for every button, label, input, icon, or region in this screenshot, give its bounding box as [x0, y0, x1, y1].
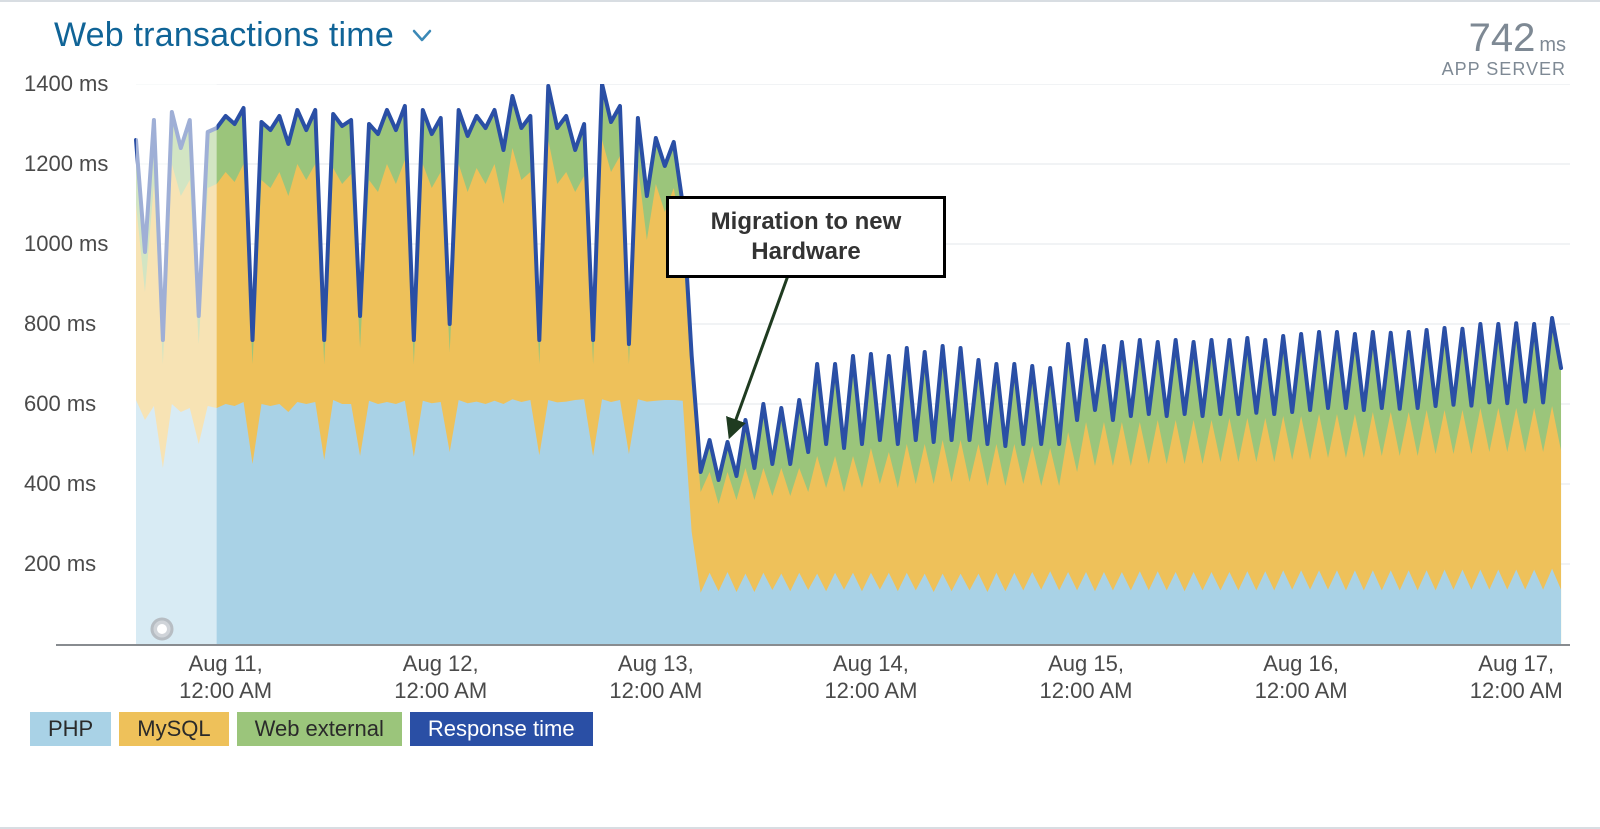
inactive-range-overlay	[136, 84, 217, 644]
plot-wrap	[30, 84, 1570, 646]
legend-item-mysql[interactable]: MySQL	[119, 712, 228, 746]
x-tick-label: Aug 13,12:00 AM	[576, 650, 736, 705]
chart-header: Web transactions time 742ms APP SERVER	[0, 16, 1600, 80]
chart-title: Web transactions time	[54, 16, 394, 55]
kpi-sublabel: APP SERVER	[1442, 60, 1566, 80]
legend: PHPMySQL Web externalResponse time	[30, 712, 1600, 746]
plot-svg[interactable]	[30, 84, 1570, 646]
x-tick-label: Aug 17,12:00 AM	[1436, 650, 1596, 705]
chart-title-dropdown[interactable]: Web transactions time	[54, 16, 432, 55]
legend-item-web-external[interactable]: Web external	[237, 712, 402, 746]
x-tick-label: Aug 14,12:00 AM	[791, 650, 951, 705]
x-tick-label: Aug 11,12:00 AM	[146, 650, 306, 705]
legend-item-response-time[interactable]: Response time	[410, 712, 593, 746]
annotation-box: Migration to new Hardware	[666, 196, 946, 278]
kpi-unit: ms	[1539, 34, 1566, 56]
chart-panel: Web transactions time 742ms APP SERVER 2…	[0, 0, 1600, 829]
x-tick-label: Aug 12,12:00 AM	[361, 650, 521, 705]
annotation-line1: Migration to new	[687, 207, 925, 237]
x-tick-label: Aug 16,12:00 AM	[1221, 650, 1381, 705]
kpi-value: 742	[1469, 16, 1536, 60]
chart-area: 200 ms400 ms600 ms800 ms1000 ms1200 ms14…	[30, 84, 1570, 706]
kpi-value-line: 742ms	[1442, 16, 1566, 60]
x-axis-labels: Aug 11,12:00 AM Aug 12,12:00 AM Aug 13,12:…	[30, 646, 1570, 706]
annotation-line2: Hardware	[687, 237, 925, 267]
x-tick-label: Aug 15,12:00 AM	[1006, 650, 1166, 705]
kpi-block: 742ms APP SERVER	[1442, 16, 1566, 80]
legend-item-php[interactable]: PHP	[30, 712, 111, 746]
chevron-down-icon	[412, 29, 432, 43]
